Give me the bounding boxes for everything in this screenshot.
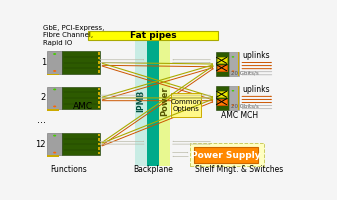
Bar (47, 51, 62, 74)
Circle shape (53, 135, 56, 137)
Text: AMC MCH: AMC MCH (221, 111, 258, 120)
Bar (216, 52, 229, 76)
Bar (135, 39, 147, 166)
Bar (47, 155, 59, 157)
Circle shape (232, 90, 234, 92)
Circle shape (53, 89, 56, 90)
Bar (229, 86, 239, 110)
Text: Power Supply: Power Supply (191, 151, 261, 160)
Text: uplinks: uplinks (242, 85, 270, 94)
Text: ...: ... (37, 115, 46, 125)
Circle shape (53, 152, 56, 154)
Bar (238, 52, 239, 76)
Text: IPMB: IPMB (136, 90, 145, 112)
Bar (98, 138, 100, 141)
Text: 2: 2 (41, 93, 46, 102)
Bar (98, 61, 100, 64)
Bar (217, 65, 226, 71)
Bar (98, 147, 100, 150)
Text: 12: 12 (35, 140, 46, 149)
Bar (98, 101, 100, 104)
Circle shape (53, 53, 56, 55)
Text: Power: Power (160, 86, 169, 116)
Bar (98, 134, 100, 136)
Bar (47, 74, 59, 75)
Bar (217, 91, 226, 97)
Bar (62, 133, 100, 155)
Circle shape (53, 70, 56, 72)
Bar (217, 57, 226, 63)
Bar (171, 93, 201, 117)
Bar (193, 147, 257, 163)
Text: 20 Gbits/s: 20 Gbits/s (231, 104, 259, 109)
Circle shape (53, 105, 56, 107)
Circle shape (232, 104, 234, 106)
Bar (190, 143, 264, 166)
Bar (229, 52, 239, 76)
Bar (98, 152, 100, 154)
Bar (147, 39, 159, 166)
Circle shape (232, 56, 234, 58)
Bar (238, 86, 239, 110)
Bar (47, 87, 62, 109)
Bar (47, 109, 59, 111)
Text: 1: 1 (41, 58, 46, 67)
Text: 20 Gbits/s: 20 Gbits/s (231, 70, 259, 75)
Bar (98, 143, 100, 145)
Text: Fat pipes: Fat pipes (130, 31, 177, 40)
Bar (62, 51, 100, 74)
Bar (47, 133, 62, 155)
Text: AMC: AMC (72, 102, 93, 111)
Bar (98, 52, 100, 55)
Circle shape (232, 70, 234, 72)
Bar (98, 88, 100, 90)
Bar (98, 57, 100, 59)
Bar (98, 92, 100, 95)
Text: Common
Options: Common Options (170, 99, 202, 112)
Bar (88, 31, 218, 40)
Bar (217, 99, 226, 105)
Text: GbE, PCI-Express,
Fibre Channel,
Rapid IO: GbE, PCI-Express, Fibre Channel, Rapid I… (43, 25, 105, 46)
Text: Functions: Functions (50, 165, 87, 174)
Text: Shelf Mngt. & Switches: Shelf Mngt. & Switches (195, 165, 283, 174)
Bar (98, 70, 100, 73)
Bar (62, 87, 100, 109)
Bar (98, 106, 100, 108)
Text: Backplane: Backplane (133, 165, 173, 174)
Bar (98, 66, 100, 68)
Text: uplinks: uplinks (242, 51, 270, 60)
Bar (98, 97, 100, 99)
Bar (159, 39, 170, 166)
Bar (216, 86, 229, 110)
